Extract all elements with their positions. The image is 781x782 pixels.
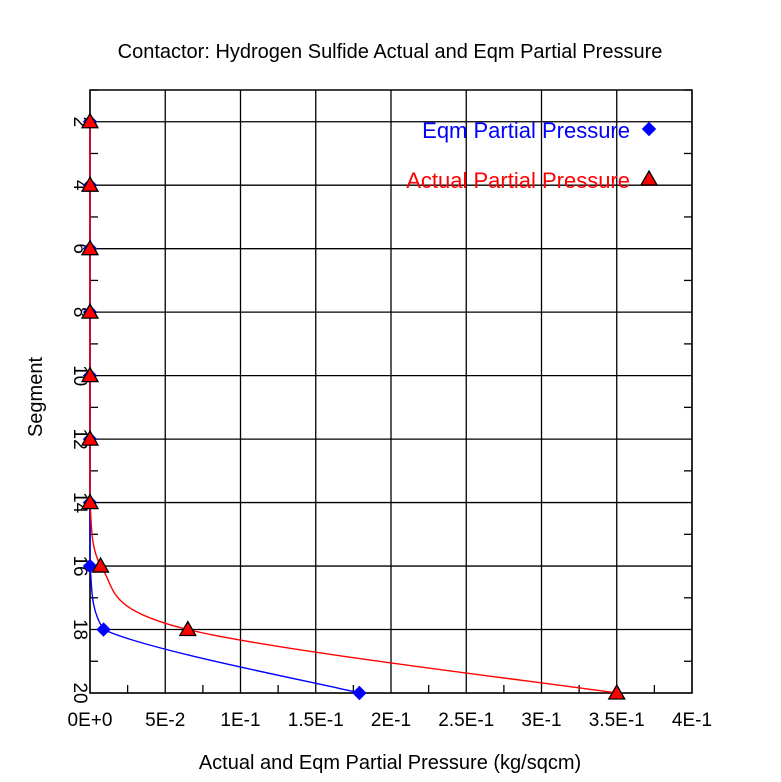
data-point — [82, 558, 98, 574]
data-point — [80, 175, 100, 192]
y-tick-label: 20 — [69, 682, 90, 703]
legend-marker-1 — [639, 169, 659, 186]
x-tick-label: 2.5E-1 — [438, 710, 494, 731]
x-tick-label: 0E+0 — [68, 710, 113, 731]
legend: Eqm Partial Pressure Actual Partial Press… — [406, 118, 659, 193]
y-tick-label: 6 — [69, 243, 90, 254]
series-markers-1 — [80, 112, 626, 700]
y-tick-label: 4 — [69, 180, 90, 191]
data-point — [178, 620, 197, 637]
data-point — [80, 239, 100, 256]
legend-marker-0 — [641, 121, 657, 137]
data-point — [91, 556, 110, 573]
data-point — [80, 429, 100, 446]
axes: 0E+0 5E-2 1E-1 1.5E-1 2E-1 2.5E-1 3E-1 3.5E-1 4E… — [68, 89, 712, 731]
data-point — [80, 366, 100, 383]
grid — [89, 90, 693, 694]
x-axis-label: Actual and Eqm Partial Pressure (kg/sqcm… — [199, 752, 581, 774]
x-tick-label: 5E-2 — [145, 710, 185, 731]
y-tick-label: 18 — [69, 619, 90, 640]
data-point — [80, 493, 100, 510]
data-point — [80, 112, 100, 129]
series-layer — [80, 112, 626, 701]
series-markers-0 — [82, 114, 367, 701]
y-tick-label: 16 — [69, 555, 90, 576]
data-point — [352, 685, 367, 701]
x-tick-label: 1E-1 — [220, 710, 260, 731]
data-point — [80, 302, 100, 319]
x-tick-label: 3E-1 — [521, 710, 561, 731]
x-tick-label: 2E-1 — [371, 710, 411, 731]
y-axis-label: Segment — [25, 357, 47, 437]
y-tick-label: 8 — [69, 307, 90, 318]
chart-title: Contactor: Hydrogen Sulfide Actual and E… — [118, 41, 663, 63]
y-tick-label: 2 — [69, 116, 90, 127]
legend-label-0: Eqm Partial Pressure — [422, 118, 630, 143]
data-point — [607, 683, 626, 700]
data-point — [96, 622, 111, 637]
legend-label-1: Actual Partial Pressure — [406, 168, 630, 193]
series-line-0 — [89, 121, 360, 694]
x-tick-label: 4E-1 — [672, 710, 712, 731]
series-line-1 — [89, 121, 617, 694]
x-tick-label: 1.5E-1 — [288, 710, 344, 731]
x-tick-label: 3.5E-1 — [589, 710, 645, 731]
